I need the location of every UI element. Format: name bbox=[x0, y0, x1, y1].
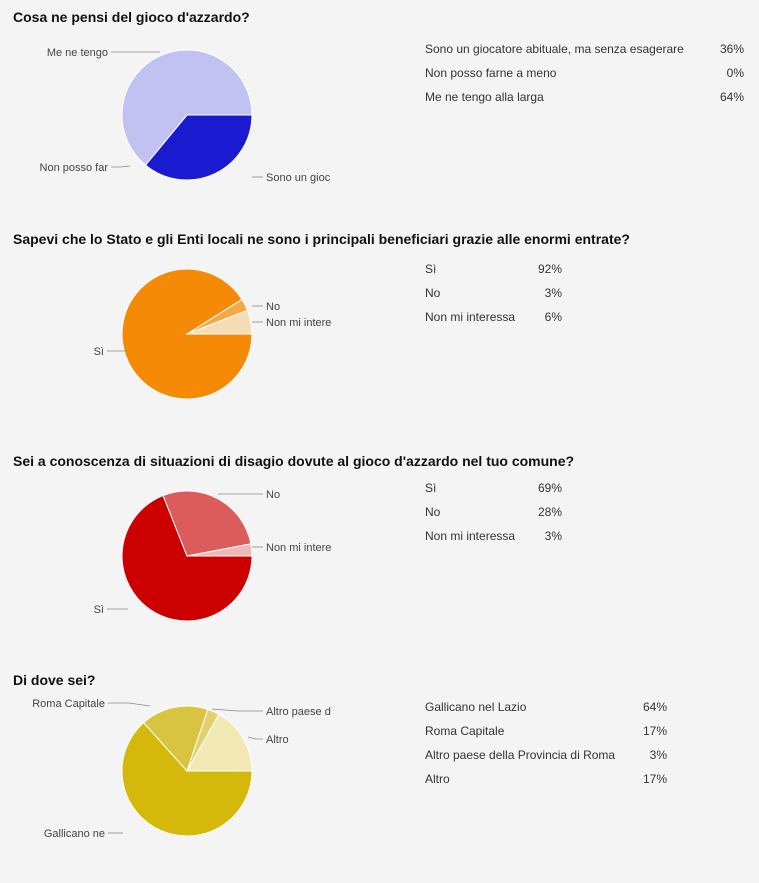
legend-label: Me ne tengo alla larga bbox=[425, 90, 544, 104]
leader-line bbox=[111, 165, 131, 168]
legend-row: Gallicano nel Lazio 64% bbox=[425, 700, 667, 724]
legend-row: Altro 17% bbox=[425, 772, 667, 796]
legend-label: No bbox=[425, 286, 441, 300]
question-1-legend: Sono un giocatore abituale, ma senza esa… bbox=[425, 42, 744, 114]
question-1: Cosa ne pensi del gioco d'azzardo? Sono … bbox=[0, 0, 759, 220]
slice-label-sono-un-gioc: Sono un gioc bbox=[266, 172, 331, 184]
legend-row: Altro paese della Provincia di Roma 3% bbox=[425, 748, 667, 772]
question-4-title: Di dove sei? bbox=[13, 672, 96, 688]
slice-label-me-ne-tengo: Me ne tengo bbox=[47, 47, 108, 59]
legend-label: Altro paese della Provincia di Roma bbox=[425, 748, 616, 762]
slice-label-non-mi-intere: Non mi intere bbox=[266, 317, 331, 329]
question-3: Sei a conoscenza di situazioni di disagi… bbox=[0, 444, 759, 664]
question-3-title: Sei a conoscenza di situazioni di disagi… bbox=[13, 453, 575, 469]
legend-row: Sono un giocatore abituale, ma senza esa… bbox=[425, 42, 744, 66]
legend-percent: 36% bbox=[719, 42, 744, 56]
question-3-legend: Sì 69% No 28% Non mi interessa 3% bbox=[425, 481, 562, 553]
question-2-pie-chart: Sì No Non mi intere bbox=[94, 268, 331, 400]
legend-label: No bbox=[425, 505, 441, 519]
legend-row: No 28% bbox=[425, 505, 562, 529]
pie-slice-no bbox=[162, 490, 252, 557]
legend-row: Non mi interessa 3% bbox=[425, 529, 562, 553]
slice-label-altro: Altro bbox=[266, 734, 289, 746]
legend-percent: 3% bbox=[544, 529, 562, 543]
slice-label-no: No bbox=[266, 301, 280, 313]
question-3-pie-chart: Sì No Non mi intere bbox=[94, 489, 331, 622]
pie-slice-me-ne-tengo bbox=[121, 49, 253, 166]
legend-row: Non posso farne a meno 0% bbox=[425, 66, 744, 90]
slice-label-roma-capitale: Roma Capitale bbox=[32, 698, 105, 710]
pie-slice-si bbox=[121, 494, 253, 622]
legend-percent: 0% bbox=[726, 66, 744, 80]
legend-row: Sì 92% bbox=[425, 262, 562, 286]
legend-label: Non mi interessa bbox=[425, 310, 516, 324]
leader-line bbox=[108, 702, 151, 707]
legend-label: Non mi interessa bbox=[425, 529, 516, 543]
legend-label: Sì bbox=[425, 481, 437, 495]
slice-label-si: Sì bbox=[94, 604, 104, 616]
legend-label: Roma Capitale bbox=[425, 724, 505, 738]
question-4-pie-chart: Gallicano ne Roma Capitale Altro paese d Al… bbox=[32, 698, 331, 840]
slice-label-non-mi-intere: Non mi intere bbox=[266, 542, 331, 554]
legend-label: Sono un giocatore abituale, ma senza esa… bbox=[425, 42, 684, 56]
slice-label-gallicano-ne: Gallicano ne bbox=[44, 828, 105, 840]
legend-percent: 3% bbox=[649, 748, 667, 762]
legend-percent: 17% bbox=[642, 724, 667, 738]
leader-line bbox=[211, 708, 263, 712]
pie-slice-non-mi-intere bbox=[186, 543, 253, 557]
slice-label-non-posso-far: Non posso far bbox=[40, 162, 109, 174]
legend-percent: 92% bbox=[537, 262, 562, 276]
legend-percent: 3% bbox=[544, 286, 562, 300]
leader-line bbox=[247, 736, 263, 740]
legend-percent: 17% bbox=[642, 772, 667, 786]
pie-slice-altro bbox=[186, 713, 253, 772]
legend-percent: 6% bbox=[544, 310, 562, 324]
pie-slice-gallicano-ne bbox=[121, 721, 253, 837]
pie-slice-roma-capitale bbox=[142, 705, 209, 772]
question-1-pie-chart: Sono un gioc Non posso far Me ne tengo bbox=[40, 47, 331, 184]
slice-label-si: Sì bbox=[94, 346, 104, 358]
pie-slice-non-mi-intere bbox=[186, 309, 253, 335]
question-4-legend: Gallicano nel Lazio 64% Roma Capitale 17% Al… bbox=[425, 700, 667, 796]
legend-row: Sì 69% bbox=[425, 481, 562, 505]
question-2-title: Sapevi che lo Stato e gli Enti locali ne… bbox=[13, 231, 630, 247]
legend-percent: 64% bbox=[642, 700, 667, 714]
legend-percent: 64% bbox=[719, 90, 744, 104]
legend-row: Roma Capitale 17% bbox=[425, 724, 667, 748]
legend-label: Gallicano nel Lazio bbox=[425, 700, 527, 714]
legend-label: Sì bbox=[425, 262, 437, 276]
slice-label-altro-paese-d: Altro paese d bbox=[266, 706, 331, 718]
legend-row: Non mi interessa 6% bbox=[425, 310, 562, 334]
legend-row: No 3% bbox=[425, 286, 562, 310]
legend-row: Me ne tengo alla larga 64% bbox=[425, 90, 744, 114]
legend-percent: 28% bbox=[537, 505, 562, 519]
question-2: Sapevi che lo Stato e gli Enti locali ne… bbox=[0, 222, 759, 442]
question-2-legend: Sì 92% No 3% Non mi interessa 6% bbox=[425, 262, 562, 334]
question-1-title: Cosa ne pensi del gioco d'azzardo? bbox=[13, 9, 250, 25]
legend-percent: 69% bbox=[537, 481, 562, 495]
question-4: Di dove sei? Gallicano ne Roma Capitale Al… bbox=[0, 663, 759, 883]
legend-label: Altro bbox=[425, 772, 450, 786]
pie-slice-sono-un-gioc bbox=[144, 114, 253, 181]
slice-label-no: No bbox=[266, 489, 280, 501]
legend-label: Non posso farne a meno bbox=[425, 66, 557, 80]
